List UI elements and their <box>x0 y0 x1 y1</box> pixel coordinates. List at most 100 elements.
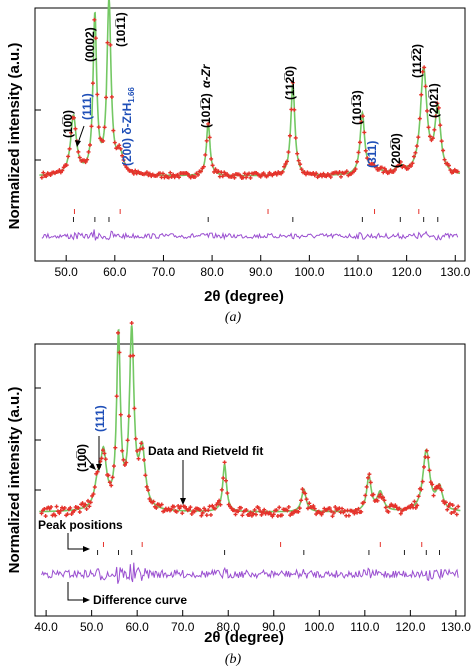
a-data-point <box>238 173 243 178</box>
b-data-point <box>277 505 282 510</box>
a-data-point <box>292 107 297 112</box>
b-data-point <box>260 510 265 515</box>
b-data-point <box>154 505 159 510</box>
b-xtick-label: 60.0 <box>125 620 149 634</box>
b-data-point <box>69 512 74 517</box>
a-data-point <box>366 157 371 162</box>
b-data-point <box>208 512 213 517</box>
a-data-point <box>293 135 298 140</box>
annot-a-1122: (112̅2) <box>410 44 424 78</box>
b-data-point <box>456 504 461 509</box>
b-data-point <box>110 475 115 480</box>
a-data-point <box>427 134 432 139</box>
a-data-point <box>242 171 247 176</box>
b-data-point <box>375 498 380 503</box>
annot-a-111-arrowhead <box>75 140 81 147</box>
b-data-point <box>258 509 263 514</box>
b-data-point <box>233 512 238 517</box>
b-data-point <box>320 510 325 515</box>
a-data-point <box>397 163 402 168</box>
b-data-point <box>42 507 47 512</box>
annot-a-1012: (101̅2) <box>199 93 213 128</box>
b-data-point <box>146 488 151 493</box>
b-data-point <box>83 502 88 507</box>
b-data-point <box>226 502 231 507</box>
b-data-point <box>116 330 121 335</box>
b-data-point <box>232 508 237 513</box>
b-data-point <box>111 464 116 469</box>
a-data-point <box>216 169 221 174</box>
annot-a-2020: (202̅0) <box>389 133 403 168</box>
b-data-point <box>101 448 106 453</box>
b-data-point <box>87 504 92 509</box>
b-data-point <box>58 508 63 513</box>
a-data-point <box>64 163 69 168</box>
b-data-point <box>297 506 302 511</box>
b-data-point <box>222 460 227 465</box>
b-data-point <box>319 512 324 517</box>
b-data-point <box>428 480 433 485</box>
a-data-point <box>44 174 49 179</box>
b-data-point <box>290 511 295 516</box>
panel-a-ylabel: Normalized intensity (a.u.) <box>6 43 23 230</box>
a-data-point <box>371 161 376 166</box>
a-data-point <box>102 125 107 130</box>
b-data-point <box>382 498 387 503</box>
a-data-point <box>144 170 149 175</box>
b-xtick-label: 90.0 <box>262 620 286 634</box>
a-data-point <box>283 161 288 166</box>
b-data-point <box>378 492 383 497</box>
a-data-point <box>430 136 435 141</box>
b-data-point <box>330 514 335 519</box>
b-data-point <box>340 506 345 511</box>
a-data-point <box>411 154 416 159</box>
b-data-point <box>117 350 122 355</box>
a-data-point <box>287 133 292 138</box>
a-data-point <box>92 17 97 22</box>
a-data-point <box>282 164 287 169</box>
a-data-point <box>244 175 249 180</box>
b-data-point <box>240 513 245 518</box>
b-data-point <box>219 487 224 492</box>
b-data-point <box>126 414 131 419</box>
a-data-point <box>39 175 44 180</box>
b-data-point <box>427 468 432 473</box>
a-data-point <box>210 163 215 168</box>
a-data-point <box>435 101 440 106</box>
a-data-point <box>67 146 72 151</box>
a-data-point <box>90 81 95 86</box>
b-data-point <box>329 509 334 514</box>
b-data-point <box>136 456 141 461</box>
a-data-point <box>88 143 93 148</box>
a-data-point <box>204 138 209 143</box>
a-data-point <box>413 150 418 155</box>
b-data-point <box>187 507 192 512</box>
b-data-point <box>449 511 454 516</box>
panel-a-caption: (a) <box>225 310 242 325</box>
a-data-point <box>416 135 421 140</box>
b-data-point <box>129 321 134 326</box>
a-data-point <box>86 149 91 154</box>
a-data-point <box>120 153 125 158</box>
panel-b-peak-position-ticks <box>97 542 441 555</box>
b-data-point <box>77 510 82 515</box>
b-data-point <box>453 506 458 511</box>
b-data-point <box>225 491 230 496</box>
a-data-point <box>112 140 117 145</box>
a-data-point <box>168 170 173 175</box>
b-data-point <box>204 513 209 518</box>
a-data-point <box>231 173 236 178</box>
b-data-point <box>151 499 156 504</box>
a-data-point <box>98 136 103 141</box>
a-xtick-label: 130.0 <box>440 265 470 279</box>
b-data-point <box>445 507 450 512</box>
a-data-point <box>376 167 381 172</box>
a-xtick-label: 80.0 <box>200 265 224 279</box>
a-xtick-label: 90.0 <box>249 265 273 279</box>
a-data-point <box>280 169 285 174</box>
b-data-point <box>371 492 376 497</box>
b-data-point <box>244 508 249 513</box>
a-data-point <box>60 168 65 173</box>
a-data-point <box>71 115 76 120</box>
a-data-point <box>93 36 98 41</box>
